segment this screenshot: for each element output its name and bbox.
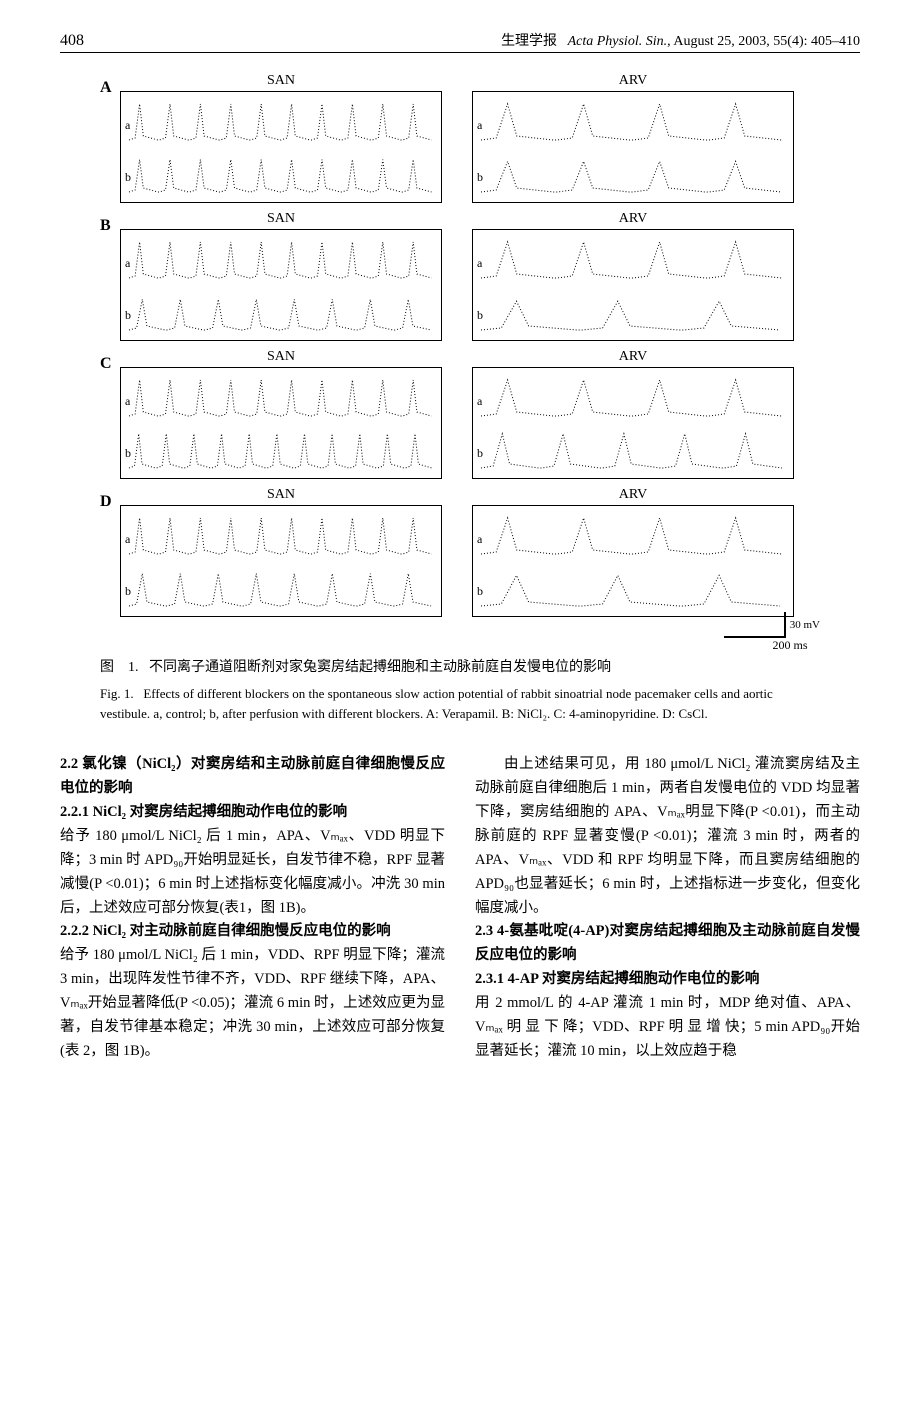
trace-box-B-arv: ab bbox=[472, 229, 794, 341]
trace-box-D-arv: ab bbox=[472, 505, 794, 617]
trace-label-a: a bbox=[477, 532, 482, 547]
trace-label-b: b bbox=[125, 170, 131, 185]
panel-letter-A: A bbox=[100, 73, 120, 97]
para-2-2-2: 给予 180 μmol/L NiCl₂ 后 1 min，VDD、RPF 明显下降… bbox=[60, 944, 445, 1064]
trace-label-b: b bbox=[477, 584, 483, 599]
body-text: 2.2 氯化镍（NiCl₂）对窦房结和主动脉前庭自律细胞慢反应电位的影响 2.2… bbox=[60, 753, 860, 1064]
para-2-2-1: 给予 180 μmol/L NiCl₂ 后 1 min，APA、Vₘₐₓ、VDD… bbox=[60, 825, 445, 921]
arv-title: ARV bbox=[619, 487, 647, 503]
panel-letter-C: C bbox=[100, 349, 120, 373]
trace-label-a: a bbox=[125, 532, 130, 547]
arv-title: ARV bbox=[619, 211, 647, 227]
trace-box-C-san: ab bbox=[120, 367, 442, 479]
trace-label-b: b bbox=[125, 446, 131, 461]
panel-letter-D: D bbox=[100, 487, 120, 511]
page-header: 408 生理学报 Acta Physiol. Sin., August 25, … bbox=[60, 30, 860, 53]
panel-row-B: BSANabARVab bbox=[100, 211, 820, 341]
trace-label-b: b bbox=[477, 170, 483, 185]
right-column: 由上述结果可见，用 180 μmol/L NiCl₂ 灌流窦房结及主动脉前庭自律… bbox=[475, 753, 860, 1064]
trace-label-b: b bbox=[477, 446, 483, 461]
trace-label-b: b bbox=[125, 308, 131, 323]
trace-box-A-arv: ab bbox=[472, 91, 794, 203]
para-intro: 由上述结果可见，用 180 μmol/L NiCl₂ 灌流窦房结及主动脉前庭自律… bbox=[475, 753, 860, 920]
trace-label-b: b bbox=[125, 584, 131, 599]
panel-row-D: DSANabARVab30 mV200 ms bbox=[100, 487, 820, 617]
para-2-3-1: 用 2 mmol/L 的 4-AP 灌流 1 min 时，MDP 绝对值、APA… bbox=[475, 992, 860, 1064]
scale-bar: 30 mV 200 ms bbox=[724, 612, 820, 653]
trace-label-a: a bbox=[477, 394, 482, 409]
panel-row-C: CSANabARVab bbox=[100, 349, 820, 479]
trace-box-B-san: ab bbox=[120, 229, 442, 341]
panel-row-A: ASANabARVab bbox=[100, 73, 820, 203]
trace-label-a: a bbox=[125, 118, 130, 133]
trace-box-C-arv: ab bbox=[472, 367, 794, 479]
trace-box-A-san: ab bbox=[120, 91, 442, 203]
trace-label-a: a bbox=[125, 394, 130, 409]
scale-h-label: 200 ms bbox=[760, 638, 820, 653]
left-column: 2.2 氯化镍（NiCl₂）对窦房结和主动脉前庭自律细胞慢反应电位的影响 2.2… bbox=[60, 753, 445, 1064]
heading-2-2-1: 2.2.1 NiCl₂ 对窦房结起搏细胞动作电位的影响 bbox=[60, 804, 347, 820]
panel-letter-B: B bbox=[100, 211, 120, 235]
trace-label-a: a bbox=[125, 256, 130, 271]
trace-label-a: a bbox=[477, 118, 482, 133]
heading-2-2-2: 2.2.2 NiCl₂ 对主动脉前庭自律细胞慢反应电位的影响 bbox=[60, 923, 391, 939]
figure-1: ASANabARVabBSANabARVabCSANabARVabDSANabA… bbox=[100, 73, 820, 723]
san-title: SAN bbox=[267, 73, 295, 89]
heading-2-3-1: 2.3.1 4-AP 对窦房结起搏细胞动作电位的影响 bbox=[475, 971, 759, 987]
san-title: SAN bbox=[267, 211, 295, 227]
page-number: 408 bbox=[60, 32, 84, 50]
arv-title: ARV bbox=[619, 73, 647, 89]
figure-caption: 图 1. 不同离子通道阻断剂对家兔窦房结起搏细胞和主动脉前庭自发慢电位的影响 F… bbox=[100, 657, 820, 723]
journal-line: 生理学报 Acta Physiol. Sin., August 25, 2003… bbox=[501, 30, 860, 50]
heading-2-3: 2.3 4-氨基吡啶(4-AP)对窦房结起搏细胞及主动脉前庭自发慢反应电位的影响 bbox=[475, 923, 860, 963]
trace-label-b: b bbox=[477, 308, 483, 323]
trace-label-a: a bbox=[477, 256, 482, 271]
san-title: SAN bbox=[267, 487, 295, 503]
arv-title: ARV bbox=[619, 349, 647, 365]
heading-2-2: 2.2 氯化镍（NiCl₂）对窦房结和主动脉前庭自律细胞慢反应电位的影响 bbox=[60, 756, 445, 796]
san-title: SAN bbox=[267, 349, 295, 365]
trace-box-D-san: ab bbox=[120, 505, 442, 617]
scale-v-label: 30 mV bbox=[790, 619, 820, 631]
